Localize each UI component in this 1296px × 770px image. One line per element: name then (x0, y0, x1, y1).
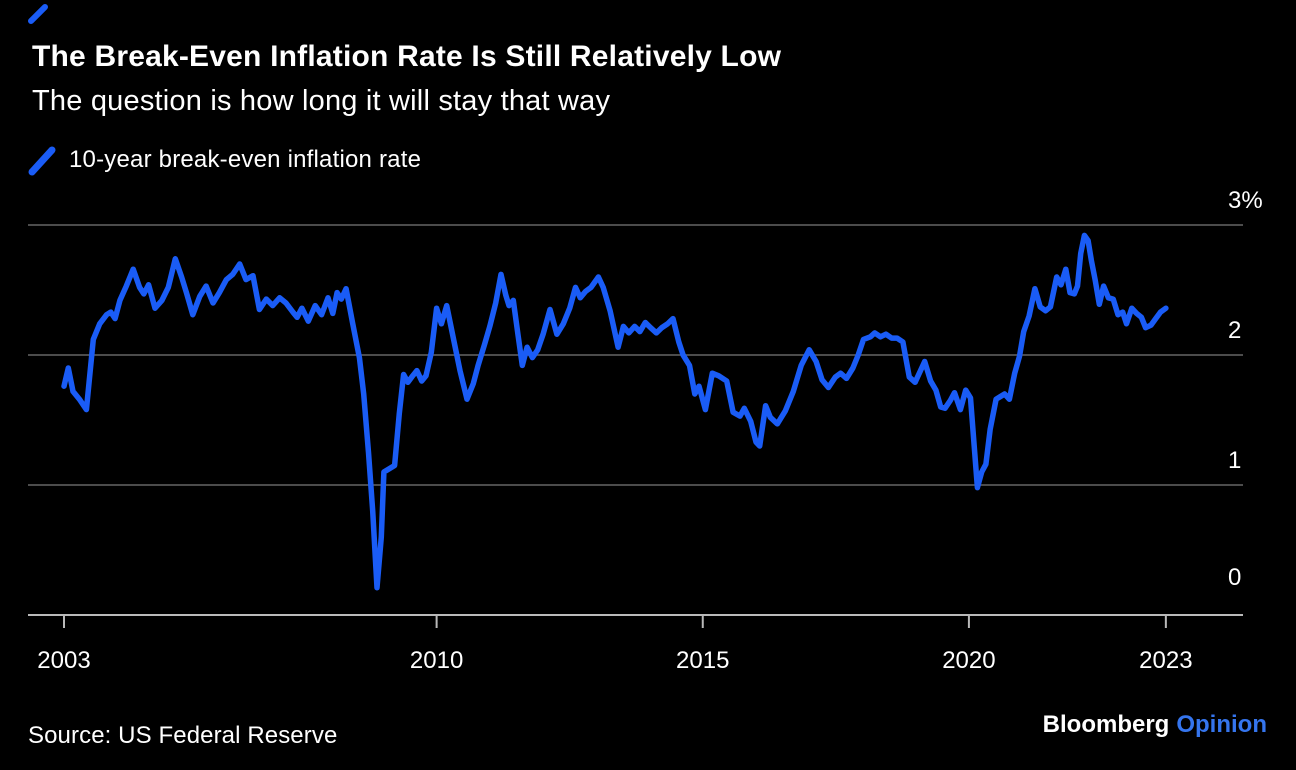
x-axis-label: 2020 (942, 647, 996, 674)
page-subtitle: The question is how long it will stay th… (32, 85, 611, 117)
legend-line-key-icon (28, 146, 56, 176)
x-axis-label: 2003 (37, 647, 91, 674)
bloomberg-opinion-logo: Bloomberg Opinion (1043, 711, 1267, 739)
data-line (61, 232, 1169, 591)
bloomberg-wordmark: Bloomberg (1042, 711, 1170, 738)
y-axis-label: 2 (1228, 317, 1242, 344)
y-axis-label: 0 (1228, 564, 1242, 591)
legend: 10-year break-even inflation rate (28, 144, 421, 176)
y-axis-label: 3% (1228, 187, 1263, 214)
x-axis-label: 2010 (409, 647, 464, 674)
x-axis-label: 2015 (676, 647, 730, 674)
opinion-wordmark: Opinion (1176, 711, 1267, 738)
page-title: The Break-Even Inflation Rate Is Still R… (32, 40, 782, 73)
x-axis-label: 2023 (1139, 647, 1193, 674)
bloomberg-corner-mark-icon (28, 4, 48, 24)
y-axis-label: 1 (1228, 447, 1242, 474)
source-note: Source: US Federal Reserve (28, 722, 338, 749)
legend-label: 10-year break-even inflation rate (69, 146, 422, 173)
